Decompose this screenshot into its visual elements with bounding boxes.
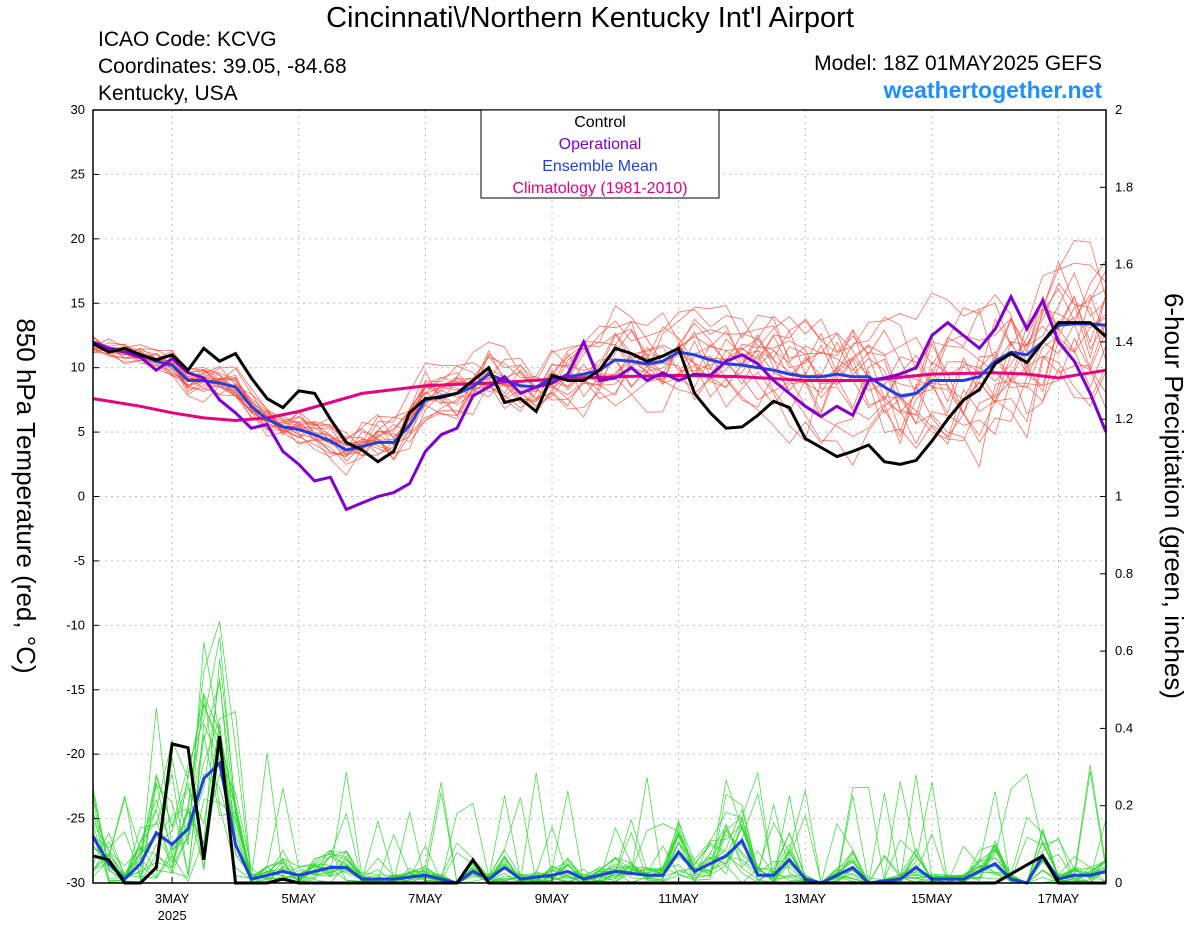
left-axis: -30 -25 -20 -15 -10 -5 0 5 10 15 20 25 30 — [66, 102, 99, 890]
ensemble-mean-precip-line — [91, 760, 1107, 885]
climatology-line — [92, 368, 1107, 423]
control-temp-line — [92, 321, 1107, 466]
left-tick-label: 20 — [71, 231, 85, 246]
right-tick-label: 1.8 — [1115, 179, 1133, 194]
left-tick-label: -30 — [66, 875, 85, 890]
region: Kentucky, USA — [98, 82, 238, 105]
temp-member-line — [92, 295, 1107, 462]
x-tick-label: 3MAY — [155, 891, 190, 906]
precip-member-line — [92, 621, 1107, 884]
right-tick-label: 0.8 — [1115, 566, 1133, 581]
right-tick-label: 0.2 — [1115, 798, 1133, 813]
left-tick-label: 30 — [71, 102, 85, 117]
ensemble-mean-temp-line — [92, 322, 1107, 452]
x-tick-label: 9MAY — [535, 891, 570, 906]
temp-member-line — [92, 240, 1107, 441]
left-axis-label: 850 hPa Temperature (red, °C) — [11, 318, 41, 673]
icao-code: ICAO Code: KCVG — [98, 28, 277, 51]
right-axis-label: 6-hour Precipitation (green, inches) — [1159, 293, 1189, 699]
legend-box — [480, 109, 720, 199]
left-tick-label: -20 — [66, 746, 85, 761]
site-link[interactable]: weathertogether.net — [883, 77, 1102, 103]
precip-member-line — [92, 707, 1107, 884]
x-tick-label: 17MAY — [1038, 891, 1080, 906]
right-axis: 0 0.2 0.4 0.6 0.8 1 1.2 1.4 1.6 1.8 2 — [1100, 102, 1133, 890]
left-tick-label: 0 — [78, 489, 85, 504]
right-tick-label: 1 — [1115, 489, 1122, 504]
left-tick-label: -15 — [66, 682, 85, 697]
left-tick-label: 15 — [71, 295, 85, 310]
x-tick-year: 2025 — [158, 908, 187, 923]
x-tick-label: 11MAY — [658, 891, 699, 906]
right-tick-label: 1.6 — [1115, 257, 1133, 272]
left-tick-label: -10 — [66, 617, 85, 632]
right-tick-label: 2 — [1115, 102, 1122, 117]
temp-member-line — [92, 330, 1107, 456]
legend-entry: Operational — [559, 136, 642, 153]
right-tick-label: 0 — [1115, 875, 1122, 890]
legend-entry: Ensemble Mean — [542, 158, 658, 175]
grid — [93, 110, 1106, 883]
right-tick-label: 0.6 — [1115, 643, 1133, 658]
coordinates: Coordinates: 39.05, -84.68 — [98, 55, 347, 78]
x-axis: 3MAY 2025 5MAY 7MAY 9MAY 11MAY 13MAY 15MAY 17MAY — [155, 877, 1080, 923]
x-tick-label: 13MAY — [784, 891, 826, 906]
precip-member-line — [92, 692, 1107, 884]
temp-member-line — [92, 295, 1107, 455]
operational-temp-line — [92, 293, 1108, 512]
x-tick-label: 7MAY — [408, 891, 443, 906]
ensemble-members — [92, 240, 1107, 884]
legend: Control Operational Ensemble Mean Climatolo… — [480, 109, 720, 199]
x-tick-label: 5MAY — [282, 891, 317, 906]
left-tick-label: -5 — [73, 553, 85, 568]
right-tick-label: 0.4 — [1115, 720, 1133, 735]
left-tick-label: -25 — [66, 811, 85, 826]
legend-entry: Control — [574, 114, 626, 131]
precip-member-line — [92, 710, 1107, 884]
right-tick-label: 1.2 — [1115, 411, 1133, 426]
left-tick-label: 10 — [71, 360, 85, 375]
precip-member-line — [92, 641, 1107, 884]
model-run: Model: 18Z 01MAY2025 GEFS — [814, 52, 1102, 75]
precip-member-line — [92, 703, 1107, 884]
left-tick-label: 5 — [78, 424, 85, 439]
x-tick-label: 15MAY — [911, 891, 953, 906]
left-tick-label: 25 — [71, 166, 85, 181]
legend-entry: Climatology (1981-2010) — [512, 180, 687, 197]
chart-title: Cincinnati\/Northern Kentucky Int'l Airp… — [326, 2, 854, 34]
right-tick-label: 1.4 — [1115, 334, 1133, 349]
